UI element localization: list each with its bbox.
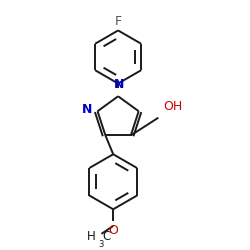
Text: N: N [114,78,124,91]
Text: N: N [82,103,93,116]
Text: O: O [108,224,118,237]
Text: OH: OH [163,100,182,113]
Text: F: F [114,14,122,28]
Text: 3: 3 [98,240,104,249]
Text: C: C [102,230,111,243]
Text: H: H [87,230,96,243]
